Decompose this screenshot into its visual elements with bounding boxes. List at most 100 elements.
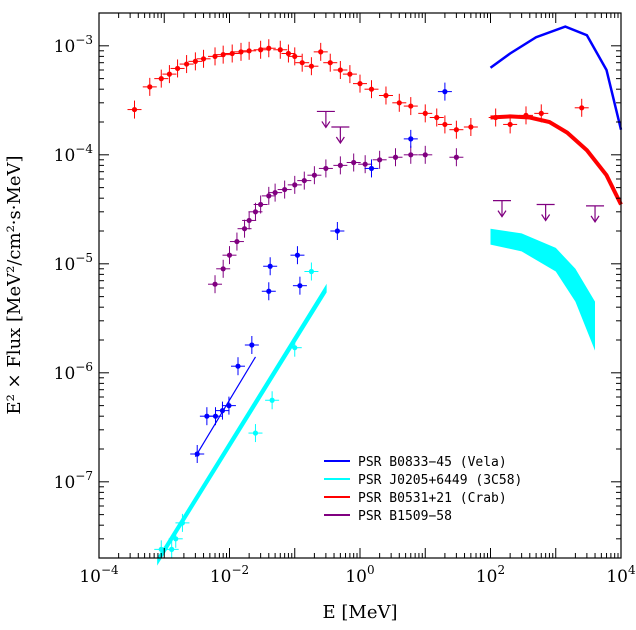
crab-point	[292, 53, 298, 59]
vela-fit-line	[194, 356, 257, 458]
crab-point	[174, 65, 181, 72]
crab-point	[507, 121, 513, 128]
b1509-point	[377, 157, 383, 163]
crab-point	[422, 110, 428, 116]
data-layer	[127, 25, 623, 566]
legend-label-crab: PSR B0531+21 (Crab)	[358, 491, 507, 506]
vela-point	[408, 136, 414, 142]
crab-point	[229, 50, 235, 57]
3c58-point	[308, 268, 315, 275]
3c58-point	[173, 536, 179, 542]
x-tick-label: 102	[476, 563, 505, 587]
b1509-point	[301, 177, 307, 184]
crab-point	[579, 105, 585, 111]
crab-point	[200, 56, 207, 62]
x-tick-label: 10−4	[79, 563, 119, 587]
crab-point	[357, 81, 363, 87]
axis-ticks	[98, 12, 622, 559]
crab-point	[246, 48, 252, 54]
vela-point	[249, 342, 255, 348]
b1509-point	[453, 154, 459, 160]
x-tick-label: 10−2	[210, 563, 249, 587]
b1509-point	[246, 217, 252, 224]
crab-point	[453, 127, 459, 133]
b1509-point	[422, 152, 428, 158]
crab-model-curve	[490, 114, 623, 206]
vela-point	[334, 228, 340, 234]
vela-point	[266, 288, 272, 294]
x-tick-label: 100	[345, 563, 374, 587]
crab-point	[147, 84, 153, 90]
x-tick-label: 104	[606, 563, 636, 587]
vela-point	[235, 363, 241, 369]
vela-point	[442, 89, 448, 95]
crab-point	[131, 106, 138, 113]
b1509-point	[292, 182, 298, 188]
vela-point	[194, 451, 200, 457]
b1509-point	[337, 162, 343, 168]
3c58-model-band	[490, 228, 595, 351]
crab-point	[493, 114, 499, 121]
b1509-upper-limit-arrow	[321, 121, 331, 129]
y-tick-label: 10−4	[54, 142, 94, 166]
y-tick-label: 10−6	[54, 360, 93, 384]
b1509-point	[311, 172, 317, 178]
crab-point	[158, 76, 164, 82]
3c58-point	[179, 520, 186, 526]
b1509-upper-limit-arrow	[541, 214, 551, 222]
legend-label-b1509: PSR B1509−58	[358, 509, 452, 524]
3c58-point	[269, 397, 275, 403]
axis-tick-labels: 10−4 10−2 100 102 104 10−7 10−6 10−5 10−4 10−3	[54, 33, 636, 587]
b1509-upper-limit-arrow	[335, 136, 345, 145]
b1509-point	[272, 190, 278, 196]
b1509-point	[234, 238, 240, 245]
b1509-point	[220, 266, 226, 272]
crab-point	[318, 49, 324, 55]
legend-label-3c58: PSR J0205+6449 (3C58)	[358, 473, 522, 488]
vela-point	[294, 252, 301, 258]
crab-point	[434, 114, 440, 121]
crab-point	[538, 110, 544, 116]
y-tick-label: 10−5	[54, 251, 93, 275]
crab-point	[396, 100, 402, 106]
vela-point	[204, 413, 210, 419]
crab-point	[408, 103, 414, 109]
crab-point	[285, 50, 292, 57]
b1509-upper-limit-arrow	[497, 210, 507, 218]
crab-point	[266, 45, 272, 51]
crab-point	[220, 52, 226, 58]
vela-point	[226, 403, 232, 409]
vela-point	[297, 283, 303, 289]
b1509-point	[212, 281, 218, 287]
crab-point	[192, 58, 198, 64]
crab-point	[308, 63, 315, 69]
crab-point	[299, 60, 305, 66]
b1509-point	[362, 161, 368, 167]
vela-point	[219, 408, 226, 414]
crab-point	[238, 49, 244, 55]
crab-point	[347, 71, 353, 77]
legend-label-vela: PSR B0833−45 (Vela)	[358, 455, 507, 470]
3c58-point	[169, 546, 175, 552]
b1509-upper-limit-arrow	[590, 215, 600, 223]
crab-point	[183, 61, 190, 67]
crab-point	[337, 67, 343, 73]
crab-point	[442, 121, 448, 128]
3c58-point	[158, 546, 164, 552]
3c58-point	[252, 430, 259, 436]
3c58-fit-band	[157, 283, 327, 566]
vela-point	[212, 413, 219, 419]
crab-point	[468, 124, 474, 130]
crab-point	[383, 92, 389, 99]
b1509-point	[392, 154, 399, 160]
crab-point	[277, 47, 283, 53]
y-axis-title: E² × Flux [MeV²/cm²·s·MeV]	[4, 155, 25, 414]
b1509-point	[266, 193, 272, 199]
y-tick-label: 10−3	[54, 33, 93, 57]
y-tick-label: 10−7	[54, 469, 93, 493]
b1509-point	[351, 159, 357, 166]
b1509-point	[408, 152, 414, 158]
vela-point	[267, 263, 273, 269]
vela-model-curve	[489, 25, 623, 130]
vela-point	[368, 165, 375, 172]
